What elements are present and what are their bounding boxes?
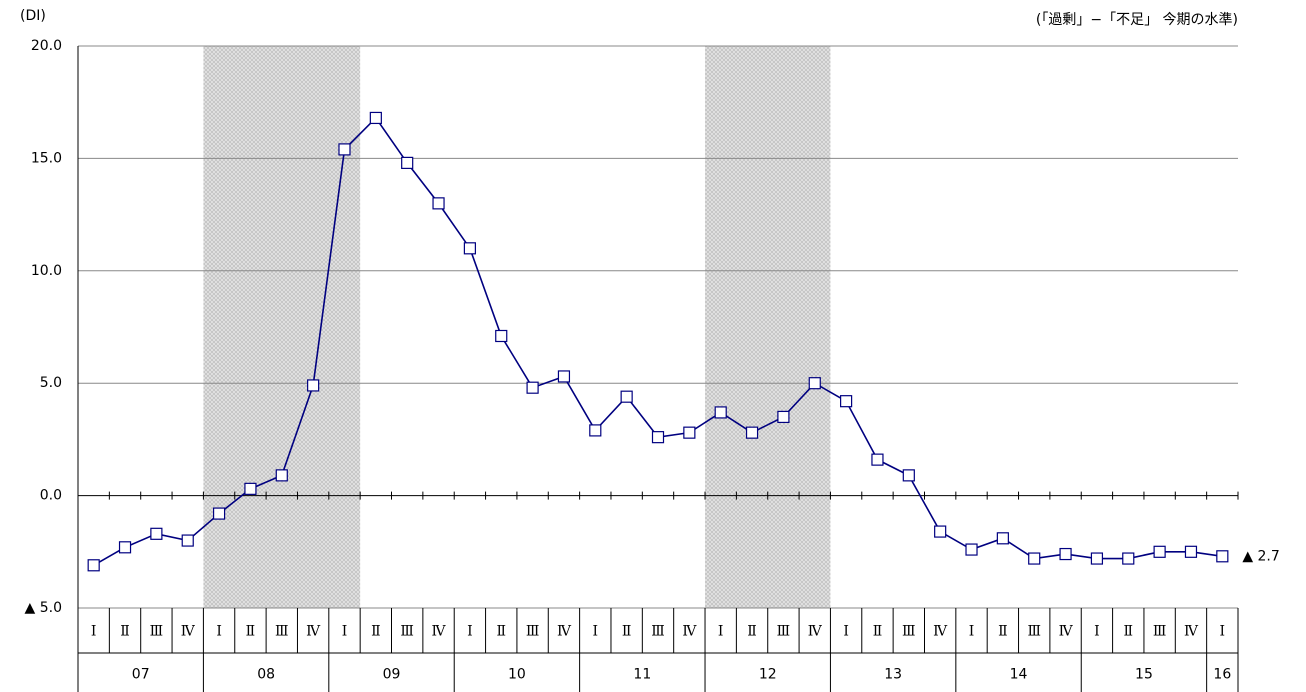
marker (714, 406, 727, 419)
x-tick-label: Ⅱ (998, 624, 1008, 640)
marker (1028, 552, 1041, 565)
year-label: 10 (508, 667, 526, 683)
marker (1184, 545, 1198, 558)
y-tick-label: ▲ 5.0 (25, 600, 62, 616)
marker (401, 156, 414, 169)
marker (369, 111, 382, 125)
marker (307, 379, 320, 392)
x-tick-label: Ⅰ (718, 624, 724, 640)
x-tick-label: Ⅳ (432, 624, 447, 640)
y-tick-label: 15.0 (31, 150, 62, 166)
x-tick-label: Ⅲ (1027, 624, 1041, 640)
x-tick-label: Ⅱ (747, 624, 757, 640)
marker (150, 527, 163, 540)
marker (934, 525, 947, 538)
marker (495, 329, 508, 343)
x-tick-label: Ⅲ (150, 624, 164, 640)
y-tick-label: 5.0 (40, 375, 62, 391)
year-label: 15 (1135, 667, 1153, 683)
x-tick-label: Ⅱ (371, 624, 381, 640)
x-tick-label: Ⅰ (593, 624, 599, 640)
marker (212, 507, 226, 520)
marker (526, 381, 539, 394)
x-tick-label: Ⅳ (1184, 624, 1199, 640)
year-label: 09 (383, 667, 401, 683)
subtitle: (「過剰」−「不足」 今期の水準) (1036, 12, 1238, 28)
year-label: 07 (132, 667, 150, 683)
year-label: 16 (1213, 667, 1231, 683)
marker (275, 469, 288, 482)
marker (589, 424, 602, 437)
x-tick-label: Ⅳ (933, 624, 948, 640)
x-tick-label: Ⅱ (1124, 624, 1134, 640)
x-tick-label: Ⅱ (120, 624, 130, 640)
x-tick-label: Ⅲ (400, 624, 414, 640)
x-tick-label: Ⅲ (902, 624, 916, 640)
x-tick-label: Ⅰ (91, 624, 97, 640)
marker (181, 534, 194, 547)
x-tick-label: Ⅰ (843, 624, 849, 640)
shaded-period (705, 46, 831, 608)
marker (745, 426, 759, 439)
x-tick-label: Ⅳ (808, 624, 823, 640)
year-label: 13 (884, 667, 902, 683)
marker (432, 197, 445, 210)
marker (244, 482, 257, 495)
year-label: 12 (759, 667, 777, 683)
marker (87, 559, 100, 572)
x-tick-label: Ⅰ (969, 624, 975, 640)
x-tick-label: Ⅱ (246, 624, 256, 640)
y-tick-label: 0.0 (40, 488, 62, 504)
marker (118, 541, 132, 554)
marker (871, 453, 884, 466)
marker (902, 469, 915, 482)
marker (683, 426, 696, 439)
x-tick-label: Ⅳ (557, 624, 572, 640)
marker (808, 377, 821, 390)
marker (1090, 552, 1104, 565)
marker (1059, 547, 1072, 561)
x-tick-label: Ⅳ (181, 624, 196, 640)
value-label: ▲ 2.7 (1242, 548, 1279, 564)
x-tick-label: Ⅳ (1059, 624, 1074, 640)
x-tick-label: Ⅱ (496, 624, 506, 640)
x-tick-label: Ⅰ (1220, 624, 1226, 640)
x-tick-label: Ⅰ (216, 624, 222, 640)
x-tick-label: Ⅰ (467, 624, 473, 640)
x-tick-label: Ⅱ (622, 624, 632, 640)
x-tick-label: Ⅲ (1153, 624, 1167, 640)
shaded-period (203, 46, 361, 608)
x-tick-label: Ⅰ (1094, 624, 1100, 640)
marker (777, 410, 790, 424)
x-tick-label: Ⅳ (682, 624, 697, 640)
x-tick-label: Ⅲ (651, 624, 665, 640)
x-tick-label: Ⅲ (526, 624, 540, 640)
marker (651, 431, 665, 444)
y-unit: (DI) (20, 8, 46, 24)
marker (1153, 545, 1166, 558)
year-label: 11 (633, 667, 651, 683)
x-tick-label: Ⅲ (275, 624, 289, 640)
marker (338, 143, 351, 156)
x-tick-label: Ⅰ (342, 624, 348, 640)
marker (1216, 550, 1229, 563)
x-tick-label: Ⅳ (306, 624, 321, 640)
marker (620, 390, 633, 403)
x-tick-label: Ⅲ (777, 624, 791, 640)
marker (557, 370, 571, 383)
marker (840, 395, 853, 408)
year-label: 14 (1010, 667, 1028, 683)
y-tick-label: 10.0 (31, 263, 62, 279)
year-label: 08 (257, 667, 275, 683)
y-tick-label: 20.0 (31, 38, 62, 54)
x-tick-label: Ⅱ (873, 624, 883, 640)
marker (1122, 552, 1135, 565)
marker (965, 543, 978, 556)
marker (996, 532, 1009, 545)
marker (463, 242, 476, 255)
